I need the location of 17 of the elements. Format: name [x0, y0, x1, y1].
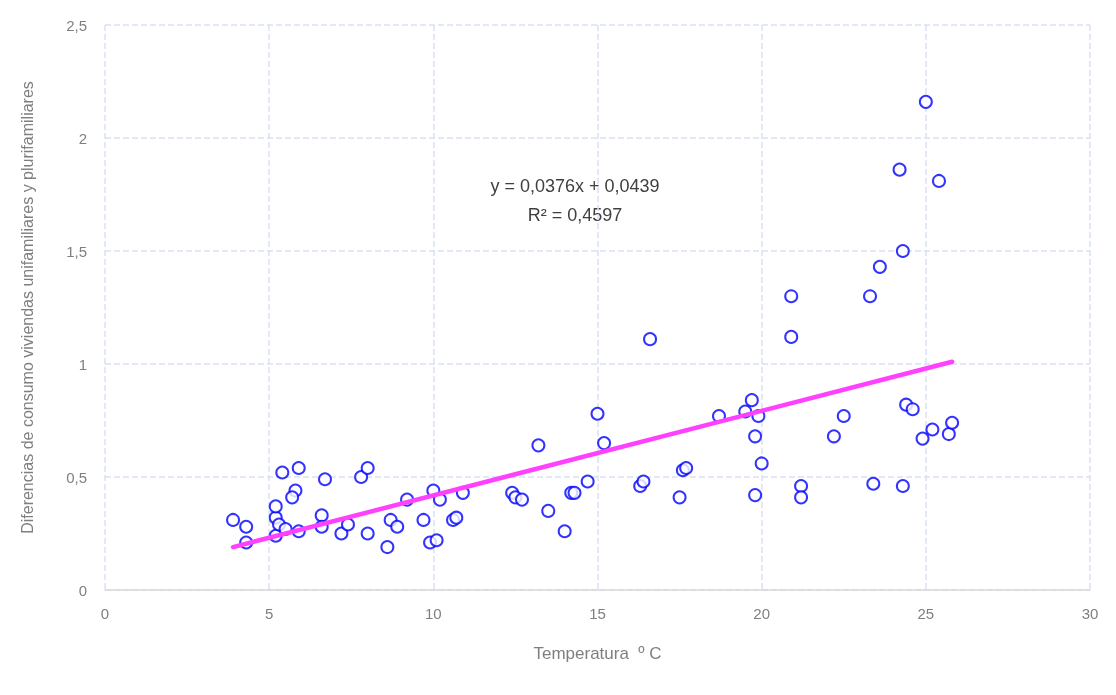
x-tick-label: 20 — [753, 605, 771, 622]
annotation: y = 0,0376x + 0,0439 — [490, 176, 660, 196]
x-tick-label: 15 — [589, 605, 606, 622]
y-tick-label: 2 — [78, 129, 87, 147]
x-tick-label: 30 — [1081, 605, 1099, 622]
x-axis-title: Temperatura º C — [533, 644, 662, 663]
x-tick-label: 5 — [264, 605, 274, 622]
y-tick-label: 1,5 — [66, 242, 87, 260]
y-axis-title: Diferencias de consumo viviendas unifamiliares y plurifamiliares — [18, 81, 36, 534]
annotation: R² = 0,4597 — [527, 205, 623, 225]
y-tick-label: 0 — [78, 581, 87, 599]
y-tick-label: 2,5 — [66, 16, 87, 34]
x-tick-label: 10 — [424, 605, 442, 622]
y-tick-label: 1 — [78, 355, 87, 373]
y-tick-label: 0,5 — [66, 468, 87, 486]
x-tick-label: 0 — [100, 605, 110, 622]
x-tick-label: 25 — [917, 605, 935, 622]
